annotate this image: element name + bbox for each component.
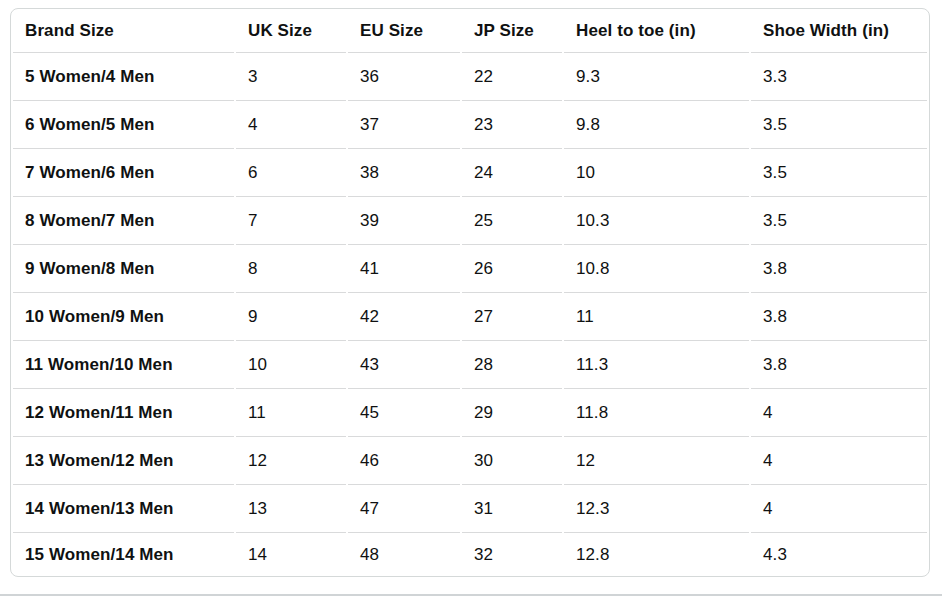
cell-eu-size: 46 <box>348 437 460 485</box>
cell-jp-size: 27 <box>462 293 562 341</box>
cell-jp-size: 26 <box>462 245 562 293</box>
cell-shoe-width: 3.3 <box>751 53 927 101</box>
column-header-brand-size: Brand Size <box>13 9 234 53</box>
cell-jp-size: 23 <box>462 101 562 149</box>
cell-brand-size: 14 Women/13 Men <box>13 485 234 533</box>
table-row: 15 Women/14 Men14483212.84.3 <box>13 533 927 576</box>
size-chart-table: Brand Size UK Size EU Size JP Size Heel … <box>11 9 929 576</box>
cell-shoe-width: 3.5 <box>751 149 927 197</box>
bottom-page-divider <box>0 594 942 596</box>
cell-heel-to-toe: 10.8 <box>564 245 749 293</box>
cell-jp-size: 32 <box>462 533 562 576</box>
table-row: 10 Women/9 Men94227113.8 <box>13 293 927 341</box>
cell-shoe-width: 4 <box>751 389 927 437</box>
cell-eu-size: 41 <box>348 245 460 293</box>
table-row: 5 Women/4 Men336229.33.3 <box>13 53 927 101</box>
cell-jp-size: 31 <box>462 485 562 533</box>
size-chart-container: Brand Size UK Size EU Size JP Size Heel … <box>10 8 930 577</box>
cell-brand-size: 9 Women/8 Men <box>13 245 234 293</box>
table-row: 11 Women/10 Men10432811.33.8 <box>13 341 927 389</box>
cell-jp-size: 29 <box>462 389 562 437</box>
cell-heel-to-toe: 9.3 <box>564 53 749 101</box>
cell-brand-size: 6 Women/5 Men <box>13 101 234 149</box>
cell-uk-size: 9 <box>236 293 346 341</box>
cell-shoe-width: 3.8 <box>751 293 927 341</box>
cell-eu-size: 43 <box>348 341 460 389</box>
cell-jp-size: 22 <box>462 53 562 101</box>
cell-shoe-width: 4 <box>751 485 927 533</box>
table-row: 9 Women/8 Men8412610.83.8 <box>13 245 927 293</box>
cell-eu-size: 47 <box>348 485 460 533</box>
table-row: 8 Women/7 Men7392510.33.5 <box>13 197 927 245</box>
cell-uk-size: 8 <box>236 245 346 293</box>
cell-brand-size: 10 Women/9 Men <box>13 293 234 341</box>
page: { "table": { "columns": [ { "key": "bran… <box>0 0 942 598</box>
cell-heel-to-toe: 12.3 <box>564 485 749 533</box>
cell-heel-to-toe: 10.3 <box>564 197 749 245</box>
table-row: 12 Women/11 Men11452911.84 <box>13 389 927 437</box>
cell-jp-size: 24 <box>462 149 562 197</box>
column-header-jp-size: JP Size <box>462 9 562 53</box>
cell-brand-size: 15 Women/14 Men <box>13 533 234 576</box>
cell-brand-size: 13 Women/12 Men <box>13 437 234 485</box>
table-row: 13 Women/12 Men124630124 <box>13 437 927 485</box>
cell-uk-size: 13 <box>236 485 346 533</box>
cell-uk-size: 10 <box>236 341 346 389</box>
cell-eu-size: 45 <box>348 389 460 437</box>
cell-shoe-width: 3.8 <box>751 245 927 293</box>
column-header-heel-to-toe: Heel to toe (in) <box>564 9 749 53</box>
cell-eu-size: 48 <box>348 533 460 576</box>
cell-eu-size: 38 <box>348 149 460 197</box>
cell-uk-size: 4 <box>236 101 346 149</box>
column-header-uk-size: UK Size <box>236 9 346 53</box>
cell-eu-size: 36 <box>348 53 460 101</box>
cell-heel-to-toe: 9.8 <box>564 101 749 149</box>
cell-shoe-width: 4.3 <box>751 533 927 576</box>
column-header-shoe-width: Shoe Width (in) <box>751 9 927 53</box>
table-row: 14 Women/13 Men13473112.34 <box>13 485 927 533</box>
column-header-eu-size: EU Size <box>348 9 460 53</box>
cell-uk-size: 3 <box>236 53 346 101</box>
cell-brand-size: 12 Women/11 Men <box>13 389 234 437</box>
cell-uk-size: 12 <box>236 437 346 485</box>
table-body: 5 Women/4 Men336229.33.36 Women/5 Men437… <box>13 53 927 576</box>
cell-shoe-width: 3.8 <box>751 341 927 389</box>
cell-eu-size: 39 <box>348 197 460 245</box>
cell-heel-to-toe: 12.8 <box>564 533 749 576</box>
table-row: 6 Women/5 Men437239.83.5 <box>13 101 927 149</box>
cell-brand-size: 7 Women/6 Men <box>13 149 234 197</box>
cell-heel-to-toe: 12 <box>564 437 749 485</box>
cell-heel-to-toe: 10 <box>564 149 749 197</box>
cell-uk-size: 14 <box>236 533 346 576</box>
table-row: 7 Women/6 Men63824103.5 <box>13 149 927 197</box>
cell-jp-size: 30 <box>462 437 562 485</box>
cell-shoe-width: 3.5 <box>751 101 927 149</box>
cell-uk-size: 7 <box>236 197 346 245</box>
cell-heel-to-toe: 11 <box>564 293 749 341</box>
cell-eu-size: 37 <box>348 101 460 149</box>
cell-jp-size: 25 <box>462 197 562 245</box>
cell-uk-size: 6 <box>236 149 346 197</box>
cell-uk-size: 11 <box>236 389 346 437</box>
cell-shoe-width: 3.5 <box>751 197 927 245</box>
header-row: Brand Size UK Size EU Size JP Size Heel … <box>13 9 927 53</box>
cell-jp-size: 28 <box>462 341 562 389</box>
cell-shoe-width: 4 <box>751 437 927 485</box>
cell-brand-size: 11 Women/10 Men <box>13 341 234 389</box>
cell-brand-size: 5 Women/4 Men <box>13 53 234 101</box>
cell-heel-to-toe: 11.8 <box>564 389 749 437</box>
cell-eu-size: 42 <box>348 293 460 341</box>
cell-heel-to-toe: 11.3 <box>564 341 749 389</box>
cell-brand-size: 8 Women/7 Men <box>13 197 234 245</box>
